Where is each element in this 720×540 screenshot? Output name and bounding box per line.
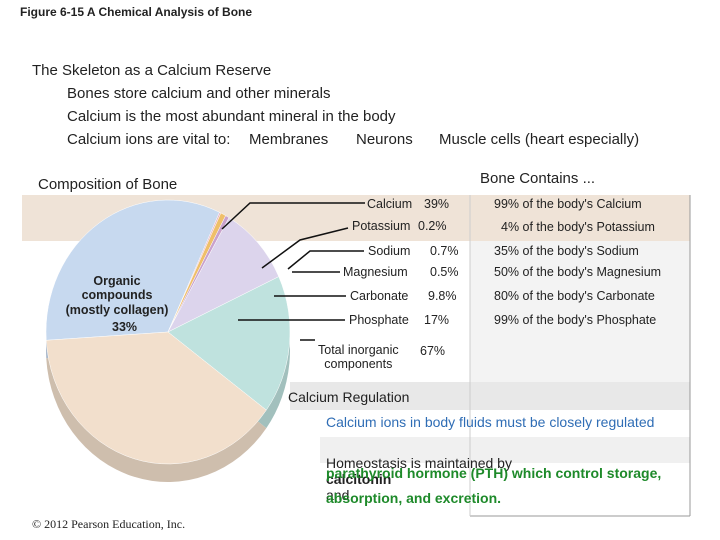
text: Homeostasis is maintained by xyxy=(326,455,512,472)
leaders xyxy=(221,202,365,341)
slice-value: 0.7% xyxy=(430,244,459,258)
slide-title: The Skeleton as a Calcium Reserve xyxy=(32,62,272,79)
bullet-item: Muscle cells (heart especially) xyxy=(439,131,640,148)
row: 80% of the body's Carbonate xyxy=(494,289,655,303)
slice xyxy=(45,331,267,465)
text: and xyxy=(326,487,350,504)
bullet: Bones store calcium and other minerals xyxy=(67,85,331,102)
band xyxy=(290,382,690,410)
row: 99% of the body's Calcium xyxy=(494,197,642,211)
table-title: Bone Contains ... xyxy=(480,170,596,187)
slice-label: Calcium xyxy=(367,197,413,211)
slice-value: 0.2% xyxy=(418,219,447,233)
text: parathyroid hormone (PTH) which control … xyxy=(326,465,662,481)
slice xyxy=(167,276,291,411)
slice-label: Organic compounds (mostly collagen) xyxy=(65,274,169,317)
copyright: © 2012 Pearson Education, Inc. xyxy=(32,517,186,531)
row: 35% of the body's Sodium xyxy=(494,244,639,258)
bullet-item: Membranes xyxy=(249,131,329,148)
slice-value: 33% xyxy=(112,320,138,334)
total-label: Total inorganic components xyxy=(318,343,399,372)
text: Calcium ions in body fluids must be clos… xyxy=(326,414,655,430)
section-title: Calcium Regulation xyxy=(288,389,410,405)
band xyxy=(470,241,690,382)
slice-label: Potassium xyxy=(352,219,411,233)
row: 50% of the body's Magnesium xyxy=(494,265,662,279)
leader xyxy=(221,202,365,230)
slice xyxy=(45,199,220,341)
slice-label: Phosphate xyxy=(349,313,409,327)
row: 4% of the body's Potassium xyxy=(501,220,655,234)
bullet: Calcium is the most abundant mineral in … xyxy=(67,108,396,125)
total-value: 67% xyxy=(420,344,446,358)
slice-value: 39% xyxy=(424,197,450,211)
slice-value: 0.5% xyxy=(430,265,459,279)
slice-value: 17% xyxy=(424,313,450,327)
slice-label: Sodium xyxy=(368,244,411,258)
text: absorption, and excretion. xyxy=(326,490,502,506)
chart-title: Composition of Bone xyxy=(38,176,178,193)
figure-caption: Figure 6-15 A Chemical Analysis of Bone xyxy=(20,5,253,19)
slice-label: Carbonate xyxy=(350,289,409,303)
text: calcitonin xyxy=(326,471,392,488)
leader xyxy=(287,250,364,270)
leader xyxy=(261,227,349,269)
row: 99% of the body's Phosphate xyxy=(494,313,657,327)
slice-value: 9.8% xyxy=(428,289,457,303)
slice xyxy=(167,217,280,333)
slice-label: Magnesium xyxy=(343,265,408,279)
pie xyxy=(45,199,291,482)
text-line: Homeostasis is maintained by calcitonin … xyxy=(326,439,512,503)
band xyxy=(320,437,690,463)
bullet: Calcium ions are vital to: xyxy=(67,131,231,148)
bullet-item: Neurons xyxy=(356,131,413,148)
